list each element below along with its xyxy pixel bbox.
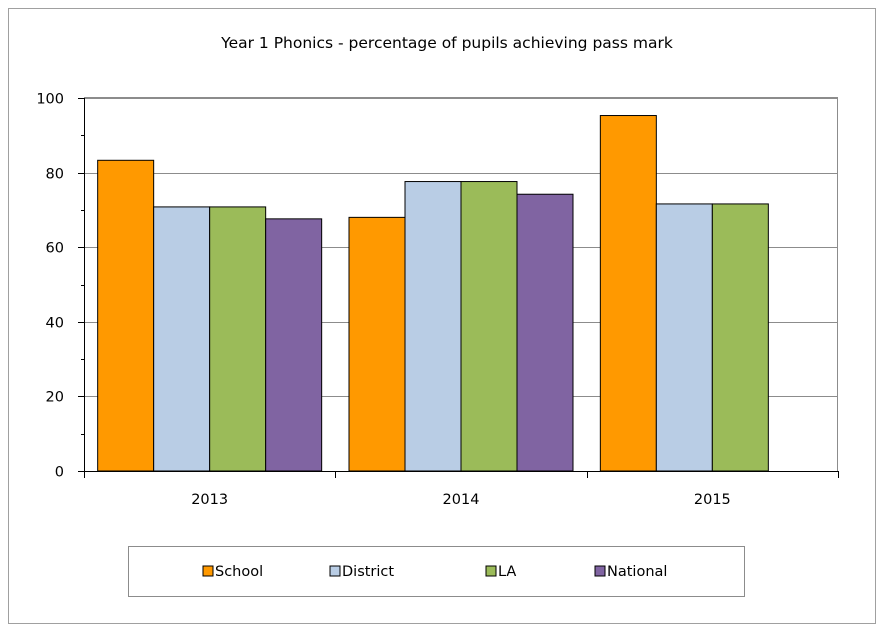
bar-school-2015 [599,115,657,472]
legend-label-school: School [215,564,263,580]
bar-school-2013 [97,159,155,472]
legend-label-district: District [342,564,394,580]
x-tick-label: 2013 [191,492,228,508]
bar-la-2015 [711,203,769,472]
x-tick-label: 2015 [694,492,731,508]
y-tick-label: 0 [55,465,64,481]
bar-district-2015 [655,203,713,472]
legend-box [128,546,745,597]
y-tick-label: 80 [46,167,64,183]
bar-la-2014 [460,181,518,472]
legend-swatch-district [329,565,341,577]
y-tick-label: 20 [46,390,64,406]
chart-title: Year 1 Phonics - percentage of pupils ac… [220,34,673,52]
bar-national-2013 [265,218,323,472]
bar-district-2014 [404,181,462,472]
bar-district-2013 [153,206,211,472]
legend-label-la: LA [498,564,516,580]
y-tick-label: 60 [46,241,64,257]
bar-school-2014 [348,216,406,472]
legend: School District LA National [128,546,745,597]
legend-swatch-national [594,565,606,577]
plot-area: 0 20 40 60 80 100 2013 2014 2015 [36,92,839,508]
legend-swatch-school [202,565,214,577]
y-tick-label: 40 [46,316,64,332]
bar-national-2014 [516,193,574,472]
y-tick-label: 100 [36,92,64,108]
legend-label-national: National [607,564,667,580]
bar-la-2013 [209,206,267,472]
legend-swatch-la [485,565,497,577]
x-tick-label: 2014 [443,492,480,508]
